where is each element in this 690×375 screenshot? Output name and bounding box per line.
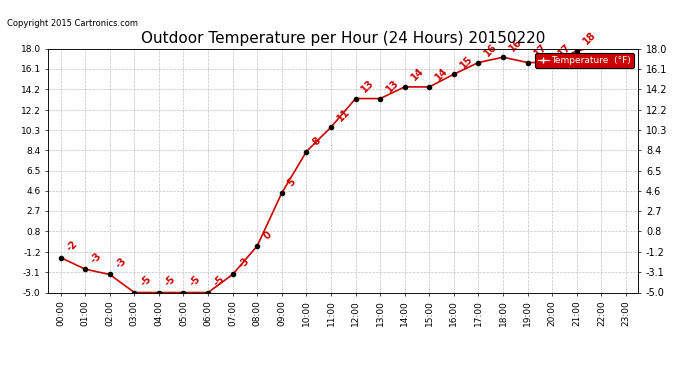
Text: 11: 11 [335,106,352,123]
Title: Outdoor Temperature per Hour (24 Hours) 20150220: Outdoor Temperature per Hour (24 Hours) … [141,31,546,46]
Text: 18: 18 [581,30,598,47]
Text: 17: 17 [532,42,549,58]
Text: -3: -3 [89,251,104,265]
Text: 18: 18 [0,374,1,375]
Text: -5: -5 [139,274,153,288]
Text: 16: 16 [482,42,500,58]
Text: 13: 13 [359,78,376,94]
Text: 14: 14 [433,66,450,83]
Text: 15: 15 [458,53,475,70]
Text: -3: -3 [237,256,251,270]
Text: -5: -5 [213,274,227,288]
Text: 13: 13 [384,78,401,94]
Text: Copyright 2015 Cartronics.com: Copyright 2015 Cartronics.com [7,19,138,28]
Text: 8: 8 [310,135,322,147]
Text: 17: 17 [556,42,573,58]
Text: -3: -3 [114,256,128,270]
Text: 0: 0 [262,230,273,242]
Text: -5: -5 [188,274,202,288]
Legend: Temperature  (°F): Temperature (°F) [535,53,633,68]
Text: 16: 16 [507,36,524,53]
Text: 14: 14 [409,66,426,83]
Text: -2: -2 [65,239,79,254]
Text: 5: 5 [286,177,298,189]
Text: -5: -5 [163,274,178,288]
Text: 18: 18 [0,374,1,375]
